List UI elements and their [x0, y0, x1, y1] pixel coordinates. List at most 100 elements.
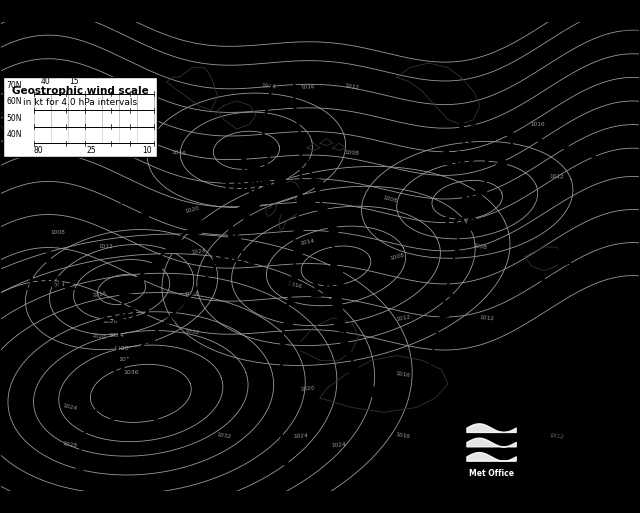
- Text: 1012: 1012: [479, 314, 494, 321]
- Polygon shape: [436, 333, 444, 340]
- Text: 25: 25: [86, 146, 97, 154]
- Text: 1008: 1008: [383, 195, 398, 204]
- Polygon shape: [477, 129, 486, 134]
- Text: 1008: 1008: [472, 243, 488, 251]
- Polygon shape: [118, 339, 126, 346]
- Polygon shape: [115, 360, 124, 367]
- Polygon shape: [76, 465, 85, 472]
- Text: L: L: [226, 221, 241, 245]
- Text: 1016: 1016: [92, 291, 107, 298]
- Polygon shape: [294, 226, 303, 233]
- Polygon shape: [211, 211, 230, 221]
- Polygon shape: [454, 249, 463, 255]
- Polygon shape: [99, 397, 109, 404]
- Text: 60N: 60N: [6, 97, 22, 106]
- Polygon shape: [534, 136, 542, 142]
- Polygon shape: [187, 222, 204, 234]
- Text: 1032: 1032: [118, 357, 134, 362]
- Text: 1008: 1008: [344, 150, 360, 155]
- Text: 40: 40: [40, 77, 51, 86]
- Polygon shape: [282, 415, 290, 422]
- Text: 1028: 1028: [63, 442, 78, 449]
- Text: metoffice.gov.uk: metoffice.gov.uk: [534, 431, 610, 440]
- Polygon shape: [282, 438, 290, 445]
- Polygon shape: [240, 199, 259, 211]
- Text: 1016: 1016: [172, 150, 187, 155]
- Text: 1032: 1032: [216, 432, 232, 440]
- Text: 1032: 1032: [184, 328, 200, 336]
- Polygon shape: [244, 214, 253, 221]
- Text: 70N: 70N: [6, 81, 22, 90]
- Text: 1007: 1007: [536, 273, 590, 292]
- Polygon shape: [183, 298, 193, 304]
- Text: L: L: [460, 188, 475, 212]
- Polygon shape: [340, 342, 351, 354]
- Text: 1036: 1036: [108, 405, 161, 424]
- Text: 1024: 1024: [109, 332, 124, 338]
- Polygon shape: [253, 191, 262, 199]
- Text: 1024: 1024: [332, 442, 347, 448]
- Polygon shape: [440, 312, 449, 319]
- Polygon shape: [284, 320, 293, 327]
- Polygon shape: [218, 258, 227, 264]
- Text: 1024: 1024: [191, 248, 206, 255]
- Polygon shape: [332, 294, 342, 308]
- Text: H: H: [124, 377, 145, 401]
- Text: 1008: 1008: [389, 252, 404, 261]
- Text: H: H: [457, 122, 477, 146]
- Polygon shape: [588, 151, 595, 157]
- FancyBboxPatch shape: [458, 410, 525, 482]
- Text: 1002: 1002: [24, 275, 78, 294]
- Polygon shape: [282, 367, 290, 374]
- Polygon shape: [295, 109, 304, 116]
- Text: 40N: 40N: [6, 130, 22, 140]
- Polygon shape: [282, 391, 290, 398]
- Polygon shape: [146, 336, 156, 343]
- Polygon shape: [328, 271, 339, 284]
- Text: 1016: 1016: [396, 371, 411, 378]
- Text: L: L: [556, 245, 571, 268]
- Text: L: L: [239, 150, 254, 174]
- Polygon shape: [315, 204, 324, 211]
- Text: L: L: [328, 254, 344, 278]
- Text: 80: 80: [33, 146, 44, 154]
- Polygon shape: [464, 207, 472, 214]
- Polygon shape: [288, 297, 297, 304]
- Polygon shape: [460, 228, 468, 234]
- Text: 1012: 1012: [549, 173, 564, 179]
- Polygon shape: [294, 250, 303, 257]
- Text: 1008: 1008: [220, 179, 273, 198]
- Text: 1016: 1016: [261, 83, 276, 90]
- Polygon shape: [294, 85, 303, 93]
- Text: Forecast chart (T+24) Valid 12 UTC Wed 24 Apr 2024: Forecast chart (T+24) Valid 12 UTC Wed 2…: [6, 10, 265, 21]
- Polygon shape: [164, 317, 174, 323]
- Text: 1016: 1016: [287, 281, 302, 289]
- Polygon shape: [201, 278, 211, 284]
- Polygon shape: [120, 318, 129, 325]
- Polygon shape: [298, 195, 314, 207]
- Polygon shape: [550, 342, 559, 353]
- Text: 1008: 1008: [50, 230, 65, 235]
- Text: 1002: 1002: [98, 211, 152, 231]
- Polygon shape: [313, 179, 323, 191]
- Polygon shape: [301, 180, 309, 187]
- Polygon shape: [561, 144, 569, 150]
- Text: Geostrophic wind scale: Geostrophic wind scale: [12, 86, 148, 95]
- Polygon shape: [275, 178, 291, 190]
- Polygon shape: [431, 353, 439, 360]
- Polygon shape: [265, 183, 283, 195]
- Text: L: L: [117, 183, 132, 207]
- Polygon shape: [147, 257, 164, 271]
- Polygon shape: [251, 165, 269, 175]
- Text: 1024: 1024: [63, 403, 78, 411]
- Polygon shape: [445, 291, 454, 298]
- Text: L: L: [552, 322, 568, 346]
- Text: 1012: 1012: [98, 244, 113, 250]
- Text: 1016: 1016: [293, 196, 308, 204]
- Text: 1002: 1002: [98, 306, 152, 325]
- Text: 1028: 1028: [184, 291, 200, 297]
- Text: 1020: 1020: [103, 319, 118, 324]
- Text: 1004: 1004: [50, 282, 65, 288]
- Text: 1003: 1003: [309, 282, 363, 302]
- Text: 15: 15: [68, 77, 79, 86]
